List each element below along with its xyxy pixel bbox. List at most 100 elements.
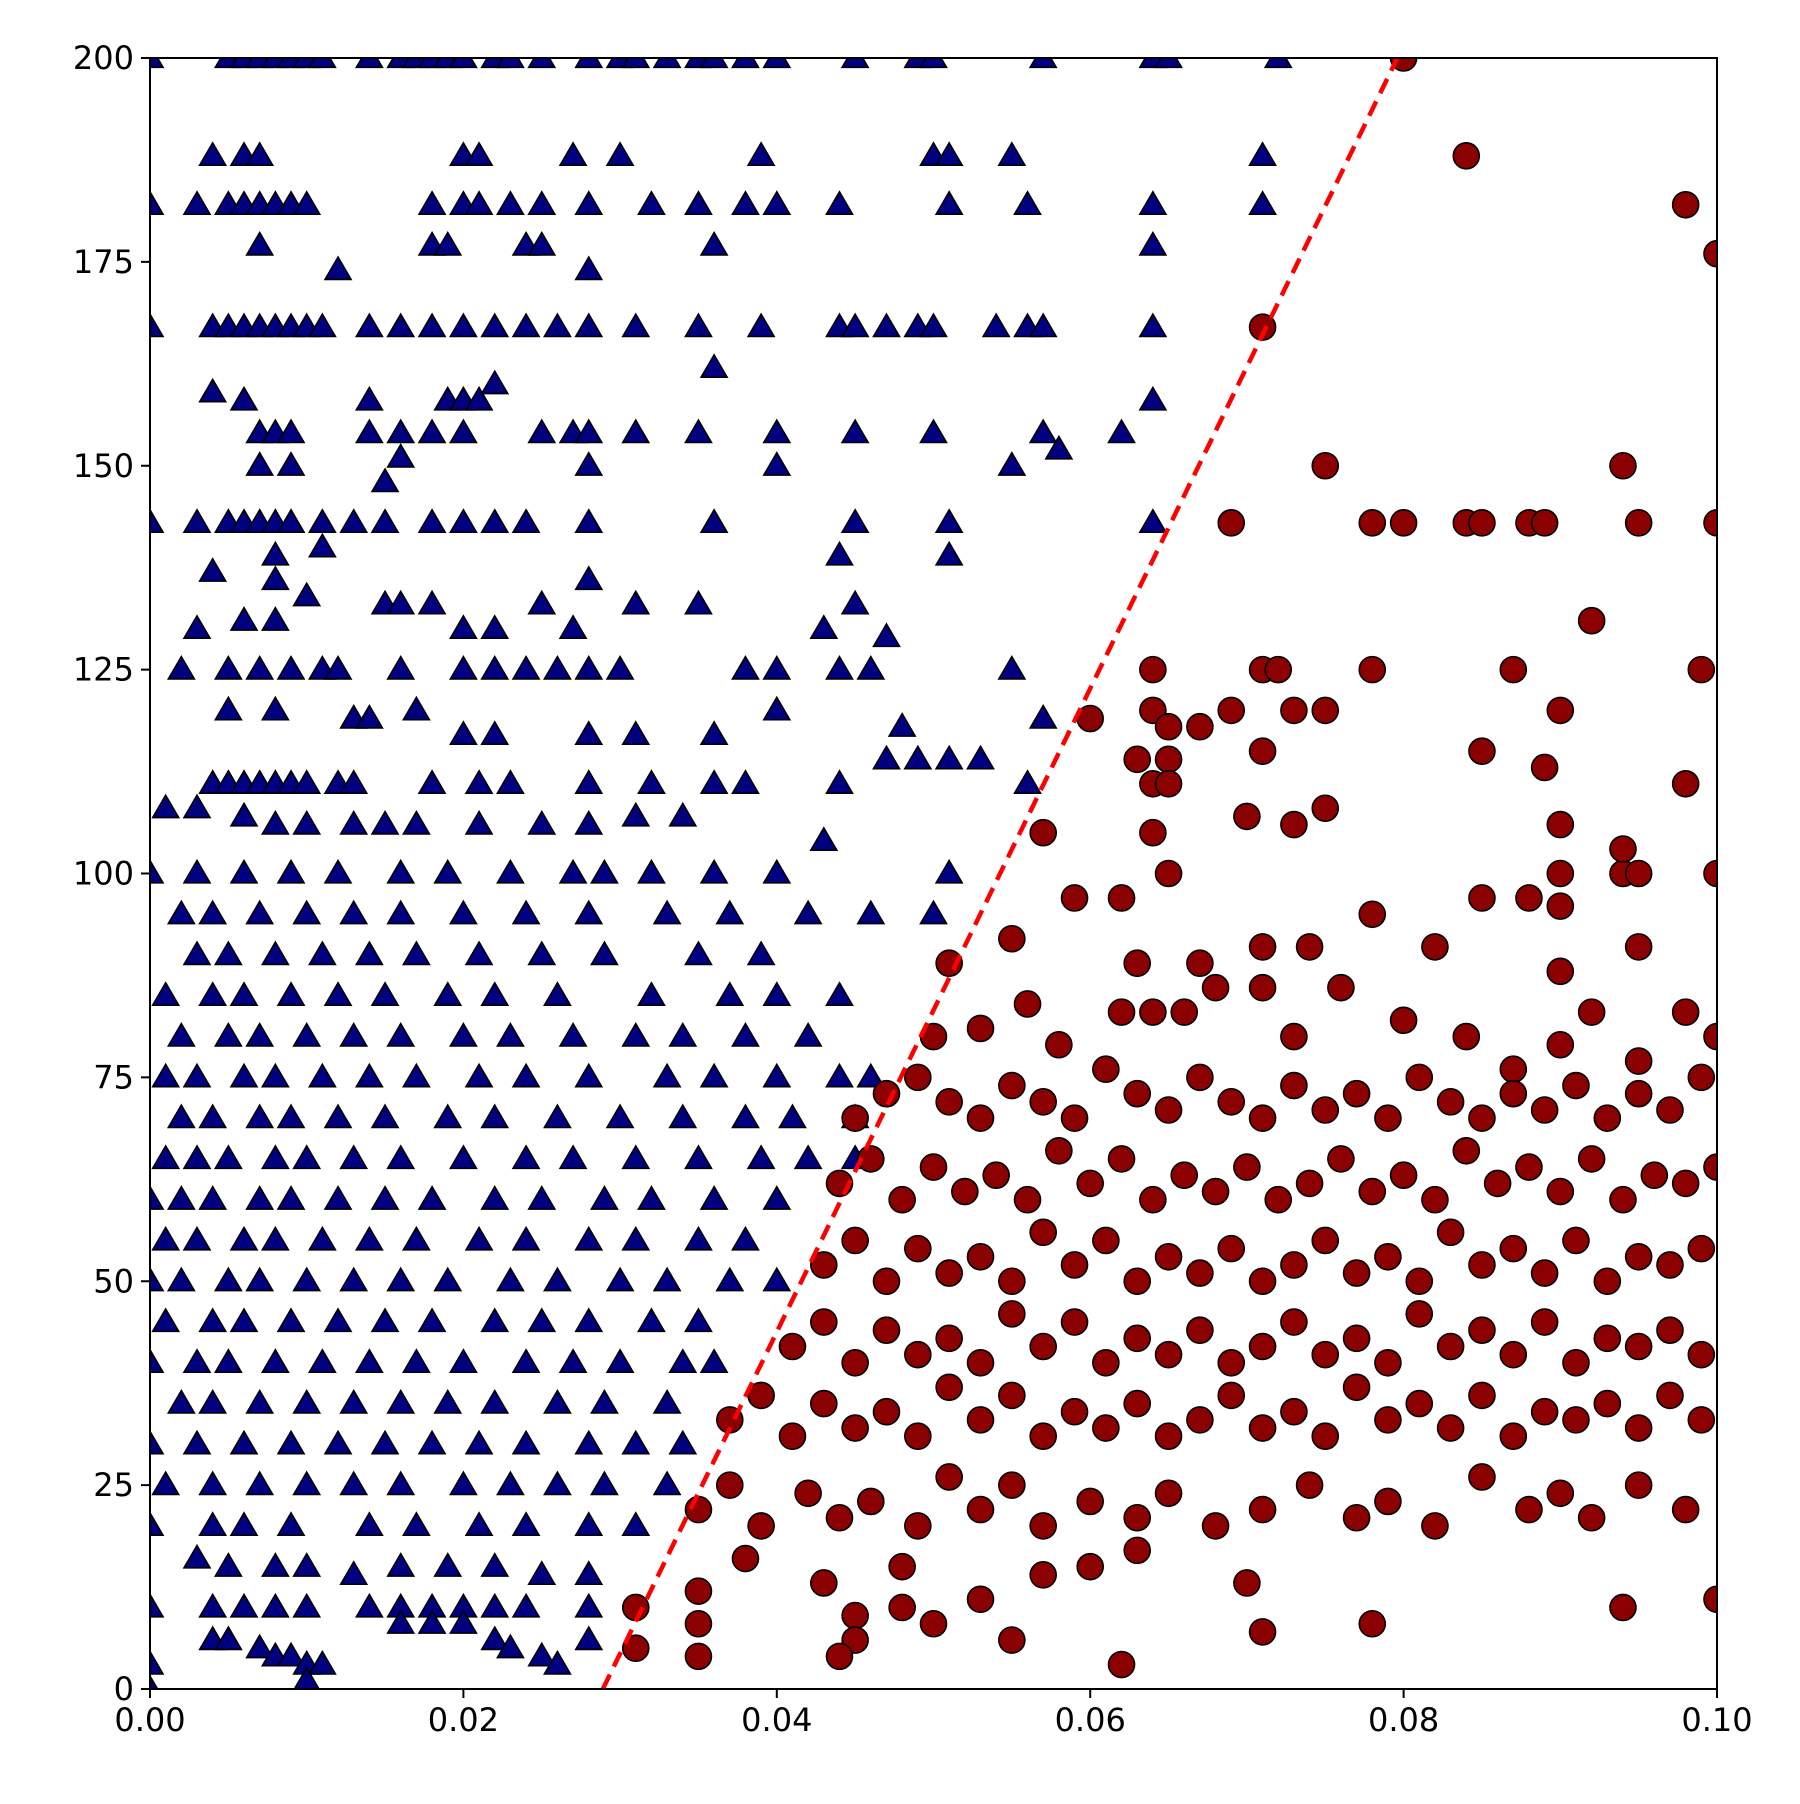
circle-point [1029, 1561, 1057, 1589]
circle-point [1687, 1063, 1716, 1092]
triangle-point [997, 451, 1027, 476]
triangle-point [292, 1144, 322, 1170]
triangle-point [1154, 58, 1183, 69]
triangle-point [354, 58, 384, 69]
circle-point [1123, 1079, 1152, 1108]
circle-point [1483, 1169, 1512, 1198]
triangle-point [762, 695, 792, 721]
circle-point [1687, 655, 1716, 684]
circle-point [1342, 1259, 1371, 1287]
triangle-point [464, 1429, 494, 1455]
triangle-point [762, 58, 792, 69]
circle-point [1217, 509, 1246, 537]
circle-point [1703, 1585, 1717, 1614]
circle-point [1201, 973, 1230, 1002]
triangle-point [731, 769, 760, 794]
y-tick-label: 0 [114, 1670, 134, 1708]
triangle-point [245, 141, 275, 167]
triangle-point [166, 1388, 196, 1414]
triangle-point [778, 1103, 807, 1129]
triangle-point [919, 899, 948, 925]
circle-point [1295, 1471, 1324, 1499]
circle-point [872, 1397, 901, 1426]
circle-point [998, 1071, 1026, 1100]
triangle-point [511, 1429, 541, 1455]
triangle-point [903, 744, 933, 770]
triangle-point [746, 312, 776, 338]
circle-point [778, 1332, 807, 1361]
circle-point [1029, 1422, 1057, 1450]
triangle-point [699, 1062, 729, 1088]
triangle-point [292, 899, 322, 925]
triangle-point [339, 1560, 369, 1585]
circle-point [919, 1609, 948, 1638]
circle-point [1515, 1495, 1543, 1524]
triangle-point [558, 1144, 588, 1170]
triangle-point [182, 1062, 212, 1088]
circle-point [1546, 859, 1575, 888]
triangle-point [417, 769, 447, 794]
triangle-point [605, 141, 635, 167]
circle-point [1593, 1104, 1622, 1132]
y-tick-label: 200 [73, 39, 134, 77]
circle-point [841, 1349, 869, 1377]
circle-point [1201, 1177, 1230, 1206]
triangle-point [543, 1266, 572, 1292]
triangle-point [245, 1185, 275, 1210]
triangle-point [934, 141, 964, 167]
triangle-point [621, 720, 651, 746]
circle-point [1640, 1161, 1669, 1190]
triangle-point [213, 940, 243, 966]
triangle-point [652, 58, 682, 69]
triangle-point [464, 190, 494, 215]
triangle-point [354, 385, 384, 411]
triangle-point [245, 451, 275, 476]
triangle-point [417, 1185, 447, 1210]
circle-point [966, 1242, 995, 1271]
triangle-point [292, 1552, 322, 1577]
triangle-point [354, 1511, 384, 1537]
triangle-point [182, 858, 212, 884]
triangle-point [731, 190, 760, 215]
triangle-point [449, 58, 478, 69]
circle-point [1421, 933, 1449, 961]
triangle-point [182, 940, 212, 966]
triangle-point [934, 858, 964, 884]
triangle-point [198, 1592, 228, 1618]
triangle-point [307, 1225, 337, 1251]
triangle-point [401, 1348, 431, 1373]
circle-point [841, 1414, 869, 1442]
triangle-point [166, 899, 196, 925]
triangle-point [684, 312, 713, 338]
circle-point [825, 1503, 854, 1532]
circle-point [857, 1145, 885, 1173]
circle-point [684, 1609, 713, 1638]
triangle-point [825, 655, 854, 680]
triangle-point [307, 1649, 337, 1675]
triangle-point [292, 809, 322, 835]
triangle-point [339, 1022, 369, 1047]
triangle-point [417, 1307, 447, 1333]
triangle-point [198, 1388, 228, 1414]
triangle-point [668, 1429, 698, 1455]
circle-point [1233, 1569, 1261, 1597]
y-tick-label: 150 [73, 447, 134, 485]
triangle-point [150, 1674, 159, 1689]
circle-point [1342, 1503, 1371, 1532]
triangle-point [621, 589, 651, 615]
triangle-point [213, 1022, 243, 1047]
circle-point [1248, 1618, 1277, 1646]
circle-point [621, 1634, 650, 1663]
triangle-point [323, 1307, 353, 1333]
triangle-point [762, 1266, 792, 1292]
triangle-point [527, 1307, 557, 1333]
triangle-point [213, 1348, 243, 1373]
triangle-point [386, 1388, 416, 1414]
triangle-point [354, 312, 384, 338]
triangle-point [401, 695, 431, 721]
circle-point [904, 1063, 932, 1092]
triangle-point [150, 1429, 165, 1455]
triangle-point [323, 858, 353, 884]
triangle-point [276, 1307, 306, 1333]
